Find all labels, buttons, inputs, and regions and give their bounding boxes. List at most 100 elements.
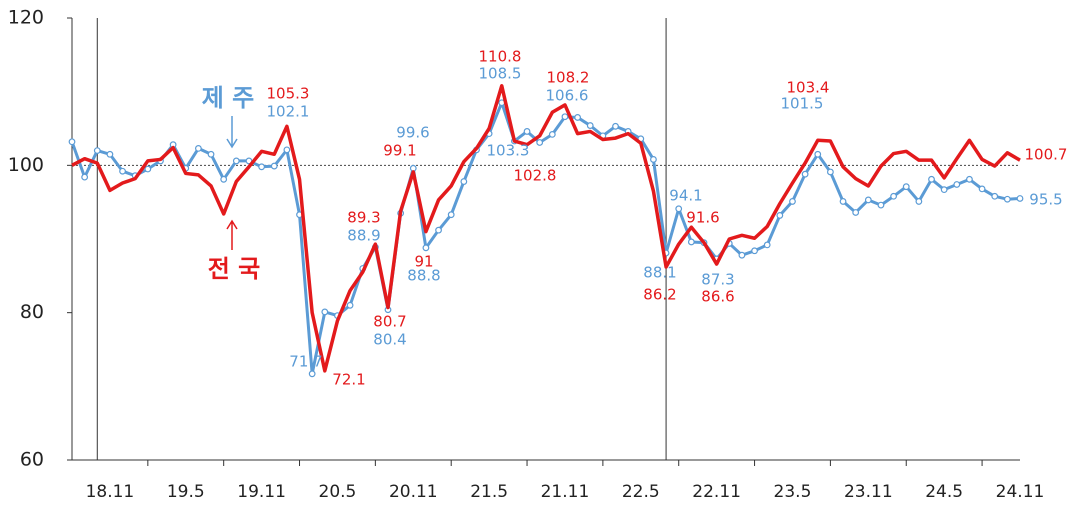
point — [194, 144, 202, 152]
point — [574, 114, 581, 121]
data-label: 105.3 — [267, 85, 310, 103]
point — [991, 192, 999, 200]
data-label: 80.7 — [373, 313, 406, 331]
point — [93, 147, 101, 155]
point — [953, 181, 961, 188]
point — [536, 139, 544, 146]
data-label: 89.3 — [347, 209, 380, 227]
series-line — [71, 84, 1021, 373]
y-tick-label: 100 — [8, 154, 44, 176]
data-label: 100.7 — [1025, 146, 1068, 164]
point — [928, 175, 935, 183]
point — [877, 201, 885, 209]
point — [675, 205, 683, 213]
point — [776, 212, 784, 219]
point — [81, 173, 89, 181]
data-label: 91 — [414, 253, 433, 271]
x-tick-label: 20.5 — [319, 482, 357, 502]
x-tick-label: 21.5 — [470, 482, 508, 502]
x-tick-label: 24.11 — [996, 482, 1045, 502]
data-label: 103.4 — [787, 79, 830, 97]
data-label: 95.5 — [1029, 191, 1062, 209]
point — [801, 170, 809, 178]
data-label: 108.2 — [547, 69, 590, 87]
point — [864, 196, 872, 204]
point — [106, 150, 114, 158]
point — [814, 150, 822, 158]
data-label: 71.7 — [289, 353, 322, 371]
callout-arrow — [226, 116, 238, 149]
point — [1003, 195, 1011, 203]
point — [1016, 195, 1024, 202]
point — [548, 130, 556, 138]
point — [966, 175, 973, 183]
data-label: 99.6 — [396, 124, 429, 142]
x-tick-label: 24.5 — [925, 482, 963, 502]
point — [447, 211, 455, 219]
data-label: 106.6 — [546, 87, 589, 105]
point — [827, 168, 834, 176]
x-tick-label: 20.11 — [389, 482, 438, 502]
point — [561, 113, 569, 121]
y-tick-label: 60 — [20, 449, 44, 471]
data-label: 94.1 — [669, 187, 702, 205]
data-label: 88.8 — [407, 267, 440, 285]
point — [346, 301, 354, 309]
x-tick-label: 18.11 — [86, 482, 135, 502]
point — [915, 198, 923, 205]
point — [751, 247, 758, 255]
y-tick-label: 120 — [8, 7, 44, 29]
point — [308, 370, 316, 378]
data-label: 88.1 — [643, 264, 676, 282]
data-label: 72.1 — [332, 371, 365, 389]
point — [902, 183, 910, 191]
point — [852, 209, 860, 216]
point — [839, 198, 847, 205]
data-label: 91.6 — [686, 209, 719, 227]
point — [220, 175, 228, 183]
legend-label: 전 국 — [208, 255, 261, 283]
point — [890, 192, 897, 200]
point — [435, 226, 442, 234]
point — [207, 150, 215, 158]
point — [612, 122, 619, 130]
point — [258, 163, 266, 171]
point — [232, 157, 240, 165]
callout-arrow — [226, 219, 238, 250]
data-label: 86.6 — [701, 288, 734, 306]
point — [738, 251, 746, 259]
point — [119, 167, 126, 175]
y-tick-label: 80 — [20, 301, 44, 323]
point — [586, 122, 594, 129]
data-label: 88.9 — [347, 227, 380, 245]
point — [321, 308, 329, 316]
point — [687, 238, 695, 246]
point — [422, 244, 430, 252]
point — [144, 165, 152, 173]
data-label: 102.8 — [514, 167, 557, 185]
data-label: 86.2 — [643, 286, 676, 304]
x-tick-label: 22.5 — [622, 482, 660, 502]
x-tick-label: 19.5 — [167, 482, 205, 502]
data-label: 102.1 — [267, 103, 310, 121]
point — [763, 241, 771, 249]
point — [650, 156, 657, 163]
x-tick-label: 21.11 — [541, 482, 590, 502]
point — [789, 198, 796, 205]
data-label: 99.1 — [383, 142, 416, 160]
data-label: 87.3 — [701, 271, 734, 289]
data-label: 103.3 — [487, 142, 530, 160]
data-label: 101.5 — [781, 95, 824, 113]
data-label: 108.5 — [479, 65, 522, 83]
data-label: 110.8 — [479, 48, 522, 66]
x-tick-label: 23.11 — [844, 482, 893, 502]
point — [460, 178, 468, 185]
legend-label: 제 주 — [202, 84, 255, 112]
point — [283, 146, 291, 154]
point — [270, 162, 278, 170]
x-tick-label: 19.11 — [237, 482, 286, 502]
series-line — [70, 101, 1021, 376]
data-label: 80.4 — [373, 331, 406, 349]
point — [68, 138, 76, 146]
